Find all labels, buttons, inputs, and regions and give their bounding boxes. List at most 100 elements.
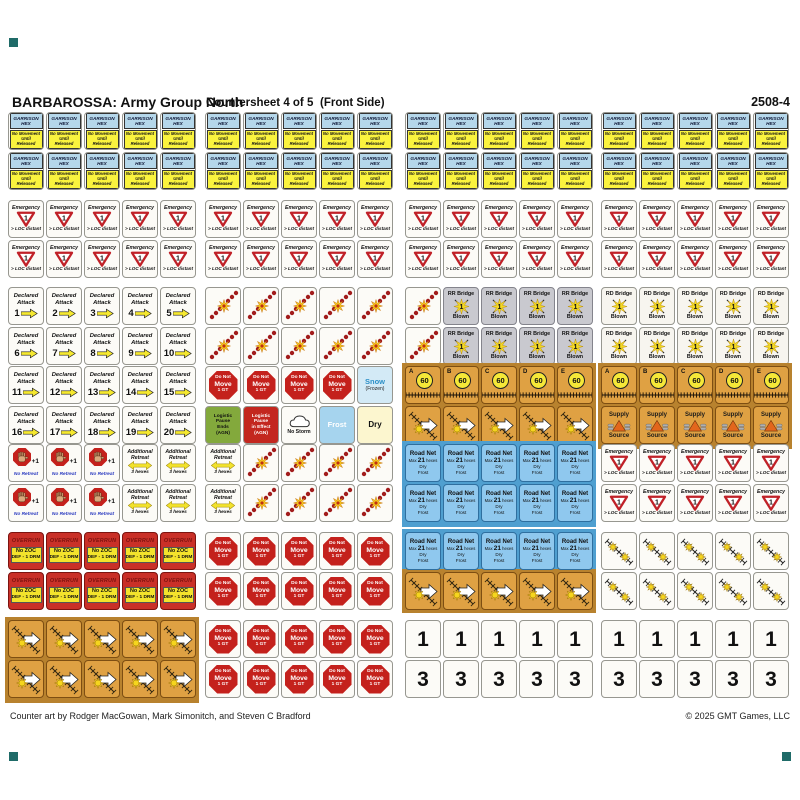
svg-text:1: 1 (731, 215, 735, 223)
counter-roadnet: Road Net Max 21 hexes Dry Frost (405, 532, 441, 570)
rail-track-icon (406, 392, 440, 398)
garrison-restriction-label: No Movement Until Released (244, 170, 278, 189)
blown-label: Blown (452, 353, 470, 360)
garrison-hex-label: GARRISON HEX (161, 113, 195, 129)
gt-label: 1 GT (217, 681, 229, 687)
explosion-star-icon: 1 (648, 297, 666, 315)
svg-text:1: 1 (693, 459, 697, 467)
svg-text:1: 1 (731, 499, 735, 507)
counter-roadnet: Road Net Max 21 hexes Dry Frost (557, 444, 593, 482)
counter-dnm: Do Not Move 1 GT (205, 620, 241, 658)
front-line-dots-icon (247, 330, 277, 360)
rail-line-icon (680, 578, 710, 606)
attack-label: Attack (55, 339, 73, 346)
counter-sixty-d: D 60 (519, 366, 555, 404)
yellow-arrow-icon (137, 427, 155, 438)
frost-label: Frost (569, 557, 581, 563)
def-drm-label: DEF - 1 DRM (87, 554, 117, 560)
loc-distant-label: > LOC distant (484, 266, 514, 272)
attack-number-row: 7 (52, 348, 76, 359)
number-value: 3 (689, 667, 701, 691)
garrison-line4: Until (532, 176, 542, 182)
stop-octagon-icon: Do Not Move 1 GT (246, 576, 276, 606)
max-hexes-label: Max 21 hexes (446, 456, 476, 464)
svg-text:1: 1 (62, 215, 66, 223)
garrison-line1: GARRISON (486, 115, 512, 121)
counter-row: GARRISON HEX No Movement Until Released GARR… (8, 152, 196, 190)
emergency-label: Emergency (447, 245, 475, 252)
counter-da-2: Declared Attack 2 (46, 287, 82, 325)
counter-da-8: Declared Attack 8 (84, 327, 120, 365)
garrison-line3: No Movement (560, 131, 590, 137)
garrison-line3: No Movement (49, 171, 79, 177)
rail-conversion-icon (522, 411, 552, 441)
garrison-line3: No Movement (163, 171, 193, 177)
emergency-label: Emergency (361, 205, 389, 212)
garrison-line2: HEX (494, 121, 504, 126)
garrison-hex-label: GARRISON HEX (47, 153, 81, 169)
counter-row: +1 No Retreat +1 No Retreat +1 No Retreat Ad… (8, 444, 196, 482)
retreat-label: Retreat (169, 494, 187, 501)
garrison-hex-label: GARRISON HEX (482, 153, 516, 169)
warning-triangle-icon: 1 (413, 211, 433, 228)
counter-row (8, 660, 196, 698)
counter-addretreat: Additional Retreat 3 hexes (205, 444, 241, 482)
blown-label: Blown (648, 353, 666, 360)
counter-supply: Supply Source (677, 406, 713, 444)
max-hexes-label: Max 21 hexes (408, 456, 438, 464)
garrison-line5: Released (168, 180, 188, 186)
counter-emergency: Emergency 1 > LOC distant (601, 240, 637, 278)
counter-row: OVERRUN No ZOC DEF - 1 DRM OVERRUN No ZOC D… (8, 572, 196, 610)
overrun-effects-panel: No ZOC DEF - 1 DRM (86, 586, 118, 603)
declared-label: Declared (89, 333, 115, 340)
do-not-label: Do Not (329, 629, 345, 635)
garrison-line3: No Movement (49, 131, 79, 137)
emergency-label: Emergency (681, 489, 709, 496)
rd-bridge-label: RD Bridge (719, 330, 747, 337)
no-zoc-label: No ZOC (129, 588, 151, 595)
emergency-label: Emergency (523, 245, 551, 252)
rail-line-icon (680, 538, 710, 566)
loc-distant-label: > LOC distant (680, 470, 710, 476)
counter-railconv (443, 406, 479, 444)
svg-text:1: 1 (655, 499, 659, 507)
svg-text:1: 1 (731, 343, 735, 351)
explosion-star-icon: 1 (724, 337, 742, 355)
rail-capacity-value: 60 (730, 375, 739, 385)
blown-label: Blown (528, 313, 546, 320)
emergency-label: Emergency (88, 205, 116, 212)
rail-capacity-circle: 60 (416, 372, 433, 389)
frost-label: Frost (455, 469, 467, 475)
counter-railconv (405, 406, 441, 444)
rail-conversion-icon (560, 411, 590, 441)
overrun-effects-panel: No ZOC DEF - 1 DRM (86, 546, 118, 563)
counter-dots (319, 327, 355, 365)
rail-capacity-circle: 60 (764, 372, 781, 389)
counter-dnm: Do Not Move 1 GT (205, 572, 241, 610)
garrison-line2: HEX (218, 161, 228, 166)
loc-distant-label: > LOC distant (484, 226, 514, 232)
emergency-label: Emergency (757, 245, 785, 252)
svg-text:1: 1 (573, 303, 577, 311)
counter-garrison: GARRISON HEX No Movement Until Released (84, 152, 120, 190)
garrison-line1: GARRISON (606, 115, 632, 121)
counter-rr: RR Bridge 1 Blown (519, 287, 555, 325)
stop-octagon-icon: Do Not Move 1 GT (322, 370, 352, 400)
garrison-line2: HEX (652, 121, 662, 126)
max-hexes-label: Max 21 hexes (408, 544, 438, 552)
yellow-arrow-icon (96, 348, 114, 359)
counter-emergency: Emergency 1 > LOC distant (319, 240, 355, 278)
emergency-label: Emergency (447, 205, 475, 212)
counter-row: GARRISON HEX No Movement Until Released GARR… (405, 112, 593, 150)
do-not-label: Do Not (291, 541, 307, 547)
attack-label: Attack (169, 299, 187, 306)
move-label: Move (214, 674, 232, 682)
rail-track-icon (444, 392, 478, 398)
counter-garrison: GARRISON HEX No Movement Until Released (319, 152, 355, 190)
counter-num-3: 3 (443, 660, 479, 698)
double-arrow-icon (166, 501, 190, 511)
svg-text:1: 1 (24, 255, 28, 263)
garrison-line3: No Movement (484, 131, 514, 137)
counter-num-1: 1 (677, 620, 713, 658)
counter-row (405, 572, 593, 610)
